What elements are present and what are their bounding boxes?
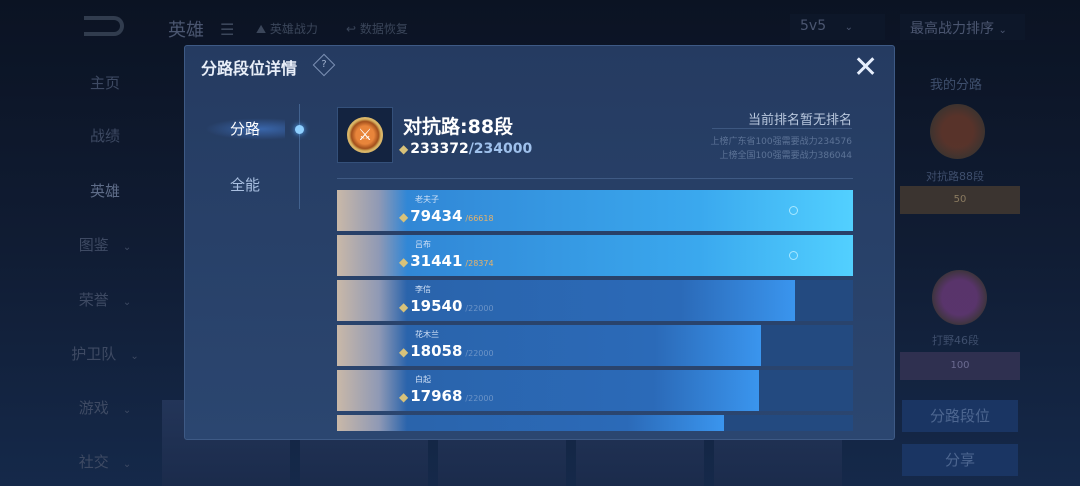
rank-badge: ⚔ bbox=[337, 107, 393, 163]
ring-decoration bbox=[789, 251, 798, 260]
lane-rank-dialog: 分路段位详情 ? ✕ 分路 全能 ⚔ 对抗路:88段 ◆ 233372/23400… bbox=[184, 45, 895, 440]
hero-list[interactable]: 老夫子 ◆ 79434/66618 吕布 ◆ 31441/28374 李信 ◆ 19540/22… bbox=[337, 190, 853, 431]
nav-home[interactable]: 主页 bbox=[89, 74, 120, 92]
hero-portrait bbox=[337, 370, 407, 411]
hero-name: 吕布 bbox=[415, 240, 431, 249]
back-icon[interactable] bbox=[84, 16, 124, 36]
hero-power: ◆ 17968/22000 bbox=[399, 387, 494, 405]
dialog-title: 分路段位详情 bbox=[201, 59, 298, 78]
lane1-label: 对抗路88段 bbox=[926, 170, 984, 183]
hero-portrait bbox=[337, 280, 407, 321]
hero-name: 花木兰 bbox=[415, 330, 439, 339]
jungle-medal-icon bbox=[932, 270, 987, 325]
hero-power-link[interactable]: ⛰ 英雄战力 bbox=[256, 22, 318, 36]
nav-gallery[interactable]: 图鉴 ⌄ bbox=[78, 236, 132, 254]
progress-fill bbox=[337, 370, 759, 411]
hero-name: 老夫子 bbox=[415, 195, 439, 204]
tab-divider bbox=[299, 104, 300, 209]
progress-fill bbox=[337, 235, 853, 276]
sword-medal-icon: ⚔ bbox=[347, 117, 383, 153]
hero-row[interactable]: 老夫子 ◆ 79434/66618 bbox=[337, 190, 853, 231]
hero-name: 白起 bbox=[415, 375, 431, 384]
power-icon: ◆ bbox=[399, 210, 409, 224]
hero-row[interactable]: 花木兰 ◆ 18058/22000 bbox=[337, 325, 853, 366]
lane-rank-button[interactable]: 分路段位 bbox=[902, 400, 1018, 432]
hero-power: ◆ 18058/22000 bbox=[399, 342, 494, 360]
lane-medal-icon bbox=[930, 104, 985, 159]
province-requirement: 上榜广东省100强需要战力234576 bbox=[710, 137, 852, 147]
top-bar: 英雄 ☰ ⛰ 英雄战力 ↩ 数据恢复 5v5 ⌄ 最高战力排序 ⌄ bbox=[0, 0, 1080, 55]
close-icon[interactable]: ✕ bbox=[853, 50, 879, 85]
chevron-down-icon: ⌄ bbox=[122, 405, 132, 416]
power-icon: ◆ bbox=[399, 300, 409, 314]
national-requirement: 上榜全国100强需要战力386044 bbox=[719, 151, 852, 161]
power-icon: ◆ bbox=[399, 255, 409, 269]
divider bbox=[337, 178, 853, 179]
lane1-badge: 50 bbox=[900, 186, 1020, 214]
chevron-down-icon: ⌄ bbox=[130, 351, 139, 362]
nav-hero[interactable]: 英雄 bbox=[89, 182, 120, 200]
divider bbox=[712, 128, 852, 129]
power-icon: ◆ bbox=[399, 390, 409, 404]
my-lanes-title: 我的分路 bbox=[930, 78, 983, 93]
nav-game[interactable]: 游戏 ⌄ bbox=[78, 399, 132, 417]
chevron-down-icon: ⌄ bbox=[122, 297, 132, 308]
rank-title: 对抗路:88段 bbox=[403, 116, 514, 138]
help-icon[interactable]: ? bbox=[312, 53, 336, 77]
hero-name: 李信 bbox=[415, 285, 431, 294]
hero-portrait bbox=[337, 325, 407, 366]
active-tab-indicator bbox=[295, 125, 304, 134]
progress-fill bbox=[337, 325, 761, 366]
ring-decoration bbox=[789, 206, 798, 215]
data-restore-link[interactable]: ↩ 数据恢复 bbox=[346, 22, 408, 36]
lane-power: ◆ 233372/234000 bbox=[399, 141, 533, 157]
hero-portrait bbox=[337, 235, 407, 276]
nav-social[interactable]: 社交 ⌄ bbox=[78, 453, 132, 471]
page-title: 英雄 bbox=[168, 20, 204, 41]
nav-guard[interactable]: 护卫队 ⌄ bbox=[71, 345, 139, 363]
share-button[interactable]: 分享 bbox=[902, 444, 1018, 476]
hero-row[interactable]: 吕布 ◆ 31441/28374 bbox=[337, 235, 853, 276]
progress-fill bbox=[337, 415, 724, 431]
tab-lane[interactable]: 分路 bbox=[205, 118, 285, 140]
sort-dropdown[interactable]: 最高战力排序 ⌄ bbox=[900, 14, 1025, 40]
progress-fill bbox=[337, 190, 853, 231]
hero-power: ◆ 31441/28374 bbox=[399, 252, 494, 270]
nav-record[interactable]: 战绩 bbox=[89, 127, 120, 145]
rank-status: 当前排名暂无排名 bbox=[747, 113, 852, 128]
mode-dropdown[interactable]: 5v5 ⌄ bbox=[790, 14, 885, 40]
list-icon[interactable]: ☰ bbox=[220, 20, 235, 39]
hero-row[interactable]: 李信 ◆ 19540/22000 bbox=[337, 280, 853, 321]
hero-portrait bbox=[337, 415, 407, 431]
lane2-badge: 100 bbox=[900, 352, 1020, 380]
chevron-down-icon: ⌄ bbox=[122, 459, 132, 470]
chevron-down-icon: ⌄ bbox=[122, 242, 132, 253]
lane2-label: 打野46段 bbox=[932, 334, 979, 347]
tab-all-round[interactable]: 全能 bbox=[229, 176, 260, 194]
hero-portrait bbox=[337, 190, 407, 231]
hero-row[interactable]: 白起 ◆ 17968/22000 bbox=[337, 370, 853, 411]
power-icon: ◆ bbox=[399, 142, 409, 156]
hero-row[interactable] bbox=[337, 415, 853, 431]
nav-honor[interactable]: 荣誉 ⌄ bbox=[78, 291, 132, 309]
hero-power: ◆ 19540/22000 bbox=[399, 297, 494, 315]
hero-power: ◆ 79434/66618 bbox=[399, 207, 494, 225]
progress-fill bbox=[337, 280, 796, 321]
power-icon: ◆ bbox=[399, 345, 409, 359]
